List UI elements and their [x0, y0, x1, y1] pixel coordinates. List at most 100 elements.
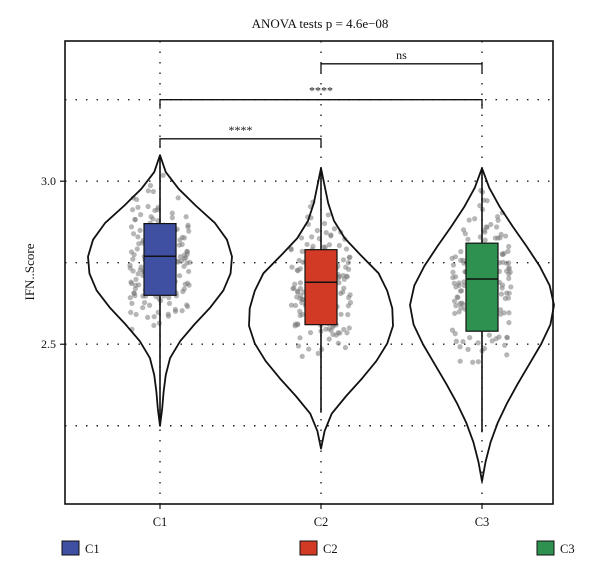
data-point [298, 292, 304, 298]
data-point [345, 312, 351, 318]
data-point [166, 294, 172, 301]
data-point [451, 298, 458, 304]
data-point [145, 188, 151, 194]
data-point [314, 227, 320, 234]
data-point [506, 243, 512, 250]
data-point [453, 338, 459, 344]
data-point [482, 229, 488, 235]
data-point [138, 212, 144, 218]
data-point [503, 260, 510, 266]
data-point [508, 284, 514, 290]
data-point [185, 222, 191, 228]
data-point [341, 326, 347, 333]
data-point [129, 300, 135, 306]
data-point [488, 221, 494, 228]
data-point [133, 276, 139, 282]
data-point [183, 214, 189, 220]
data-point [343, 264, 349, 270]
data-point [494, 214, 501, 220]
data-point [458, 288, 465, 294]
data-point [184, 260, 190, 266]
data-point [347, 300, 354, 306]
data-point [295, 343, 302, 349]
data-point [498, 291, 505, 297]
data-point [450, 262, 457, 268]
data-point [141, 299, 148, 306]
data-point [505, 248, 511, 254]
chart-title: ANOVA tests p = 4.6e−08 [252, 16, 389, 31]
data-point [330, 331, 336, 338]
data-point [182, 281, 188, 287]
data-point [322, 244, 328, 250]
data-point [489, 338, 495, 344]
data-point [148, 214, 154, 220]
data-point [326, 242, 333, 248]
comparison-bracket [159, 138, 322, 148]
y-tick-label: 2.5 [41, 337, 56, 351]
data-point [128, 224, 135, 230]
data-point [466, 217, 472, 223]
data-point [129, 207, 136, 213]
data-point [323, 326, 329, 332]
data-point [297, 280, 303, 286]
data-point [451, 280, 457, 286]
data-point [177, 237, 183, 243]
data-point [507, 269, 513, 275]
data-point [132, 282, 139, 288]
data-point [304, 241, 310, 248]
data-point [493, 336, 499, 342]
data-point [323, 230, 329, 236]
data-point [457, 344, 463, 350]
data-point [299, 296, 306, 303]
box-c1 [143, 222, 177, 296]
data-point [336, 280, 342, 286]
data-point [342, 344, 349, 351]
data-point [309, 234, 315, 240]
data-point [138, 264, 144, 270]
data-point [335, 340, 341, 346]
data-point [504, 334, 510, 340]
data-point [181, 252, 188, 258]
data-point [470, 359, 476, 365]
data-point [346, 325, 352, 331]
data-point [504, 290, 510, 296]
data-point [176, 273, 183, 279]
data-point [502, 342, 508, 348]
data-point [486, 332, 492, 338]
data-point [186, 268, 192, 275]
data-point [506, 275, 512, 282]
data-point [335, 330, 341, 336]
data-point [453, 303, 459, 309]
data-point [130, 256, 136, 262]
data-point [131, 290, 137, 296]
data-point [169, 210, 175, 216]
data-point [338, 290, 344, 296]
data-point [345, 260, 352, 266]
data-point [150, 188, 156, 195]
data-point [134, 196, 140, 203]
data-point [483, 224, 489, 230]
data-point [457, 358, 463, 364]
data-point [299, 353, 305, 359]
data-point [146, 302, 153, 308]
data-point [465, 236, 471, 242]
comparison-label: ns [396, 48, 407, 62]
data-point [181, 286, 187, 292]
data-point [179, 308, 185, 314]
data-point [467, 335, 473, 341]
data-point [482, 237, 488, 243]
data-point [481, 345, 488, 352]
data-point [294, 267, 300, 273]
data-point [289, 264, 295, 270]
data-point [346, 254, 352, 261]
data-point [344, 330, 350, 336]
comparison-bracket [159, 99, 483, 109]
comparison-label: **** [309, 84, 333, 98]
data-point [505, 295, 512, 301]
data-point [504, 352, 510, 358]
data-point [136, 241, 142, 247]
data-point [503, 233, 509, 239]
data-point [449, 327, 456, 333]
data-point [135, 271, 141, 277]
